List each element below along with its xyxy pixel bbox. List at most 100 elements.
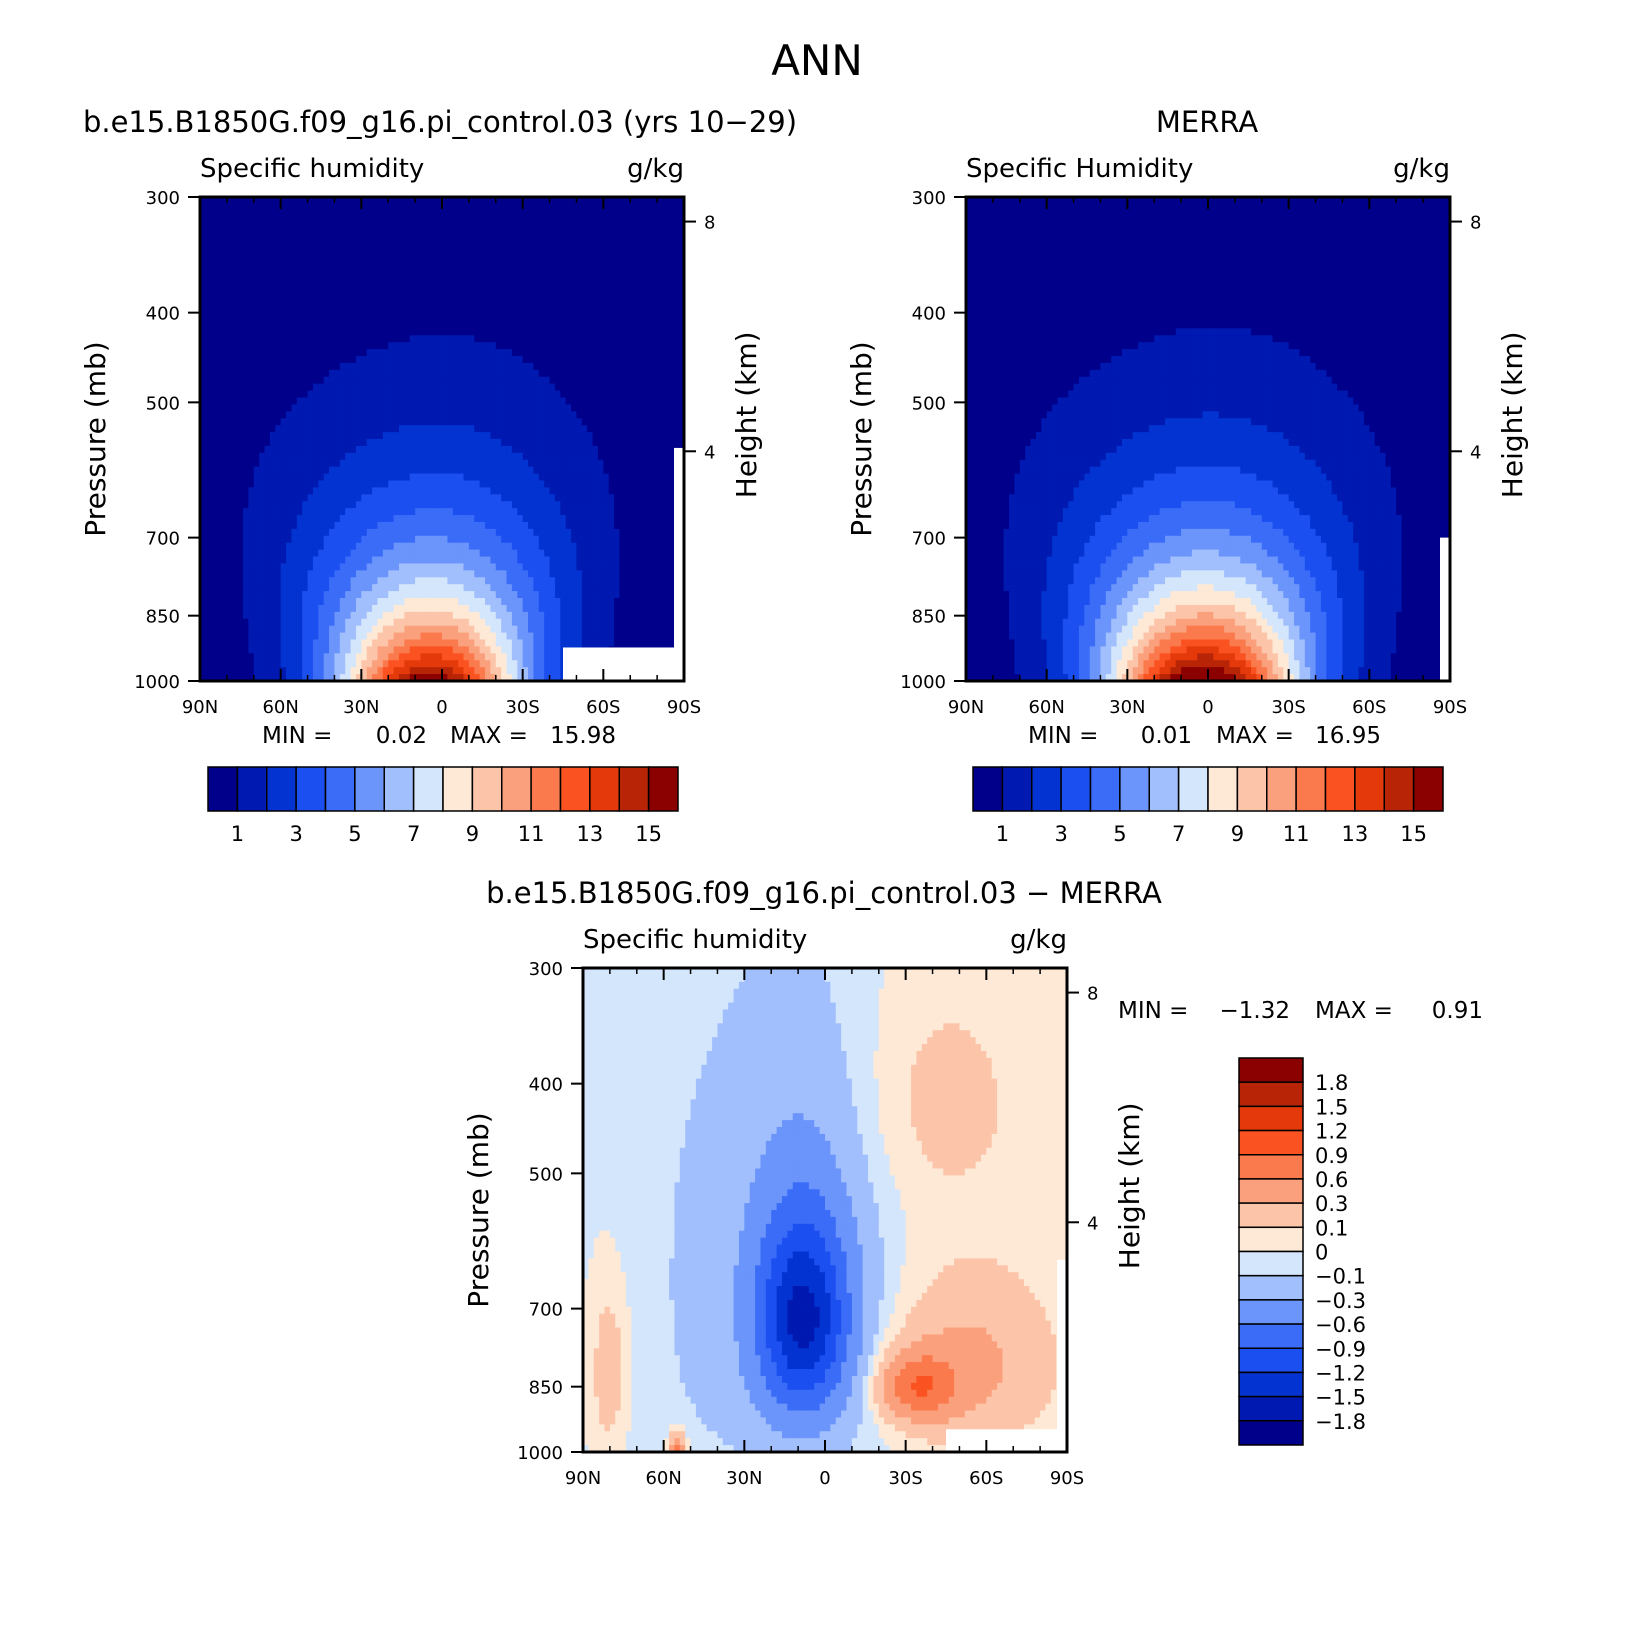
contour-cell bbox=[549, 279, 556, 288]
contour-cell bbox=[361, 480, 368, 488]
contour-cell bbox=[560, 197, 567, 205]
contour-cell bbox=[323, 445, 330, 454]
contour-cell bbox=[409, 480, 416, 488]
contour-cell bbox=[431, 535, 438, 544]
contour-cell bbox=[565, 231, 572, 240]
contour-cell bbox=[458, 252, 465, 260]
contour-cell bbox=[210, 445, 217, 454]
contour-cell bbox=[259, 224, 266, 233]
contour-cell bbox=[640, 466, 647, 475]
contour-cell bbox=[662, 349, 669, 357]
contour-cell bbox=[318, 300, 325, 309]
contour-cell bbox=[528, 425, 535, 433]
contour-cell bbox=[350, 549, 357, 558]
contour-cell bbox=[318, 356, 325, 364]
contour-cell bbox=[442, 321, 448, 329]
contour-cell bbox=[458, 549, 465, 558]
contour-cell bbox=[420, 342, 427, 350]
contour-cell bbox=[474, 473, 481, 482]
contour-cell bbox=[554, 383, 561, 392]
contour-cell bbox=[522, 570, 529, 578]
contour-cell bbox=[544, 300, 551, 309]
contour-cell bbox=[501, 342, 508, 350]
contour-cell bbox=[436, 445, 443, 454]
contour-cell bbox=[323, 197, 330, 205]
contour-cell bbox=[565, 293, 572, 302]
contour-cell bbox=[517, 307, 524, 316]
contour-cell bbox=[624, 231, 631, 240]
contour-cell bbox=[442, 411, 448, 419]
contour-cell bbox=[404, 259, 411, 267]
contour-cell bbox=[409, 383, 416, 392]
contour-cell bbox=[549, 383, 556, 392]
contour-cell bbox=[592, 570, 599, 578]
contour-cell bbox=[334, 335, 341, 343]
contour-cell bbox=[522, 397, 529, 406]
contour-cell bbox=[452, 473, 459, 482]
contour-cell bbox=[339, 266, 346, 274]
contour-cell bbox=[264, 570, 271, 578]
contour-cell bbox=[232, 563, 239, 571]
contour-cell bbox=[673, 411, 680, 419]
contour-cell bbox=[372, 307, 379, 316]
contour-cell bbox=[404, 418, 411, 426]
contour-cell bbox=[614, 425, 621, 433]
contour-cell bbox=[361, 252, 368, 260]
contour-cell bbox=[635, 293, 642, 302]
contour-cell bbox=[587, 279, 594, 288]
contour-cell bbox=[603, 535, 610, 544]
contour-cell bbox=[436, 466, 443, 475]
contour-cell bbox=[393, 300, 400, 309]
contour-cell bbox=[474, 390, 481, 399]
contour-cell bbox=[264, 508, 271, 516]
contour-cell bbox=[587, 307, 594, 316]
contour-cell bbox=[549, 210, 556, 219]
contour-cell bbox=[581, 473, 588, 482]
contour-cell bbox=[259, 210, 266, 219]
contour-cell bbox=[673, 390, 680, 399]
contour-cell bbox=[603, 563, 610, 571]
contour-cell bbox=[442, 501, 448, 509]
contour-cell bbox=[522, 210, 529, 219]
contour-cell bbox=[522, 542, 529, 551]
contour-cell bbox=[603, 203, 610, 212]
contour-cell bbox=[657, 383, 664, 392]
contour-cell bbox=[382, 383, 389, 392]
contour-cell bbox=[425, 279, 432, 288]
contour-cell bbox=[398, 217, 405, 226]
contour-cell bbox=[662, 335, 669, 343]
contour-cell bbox=[640, 487, 647, 495]
contour-cell bbox=[329, 238, 336, 246]
contour-cell bbox=[651, 549, 658, 558]
contour-cell bbox=[528, 349, 535, 357]
contour-cell bbox=[528, 335, 535, 343]
contour-cell bbox=[549, 266, 556, 274]
contour-cell bbox=[431, 245, 438, 253]
contour-cell bbox=[269, 390, 276, 399]
contour-cell bbox=[608, 293, 615, 302]
contour-cell bbox=[210, 210, 217, 219]
contour-cell bbox=[630, 397, 637, 406]
contour-cell bbox=[501, 549, 508, 558]
contour-cell bbox=[237, 487, 244, 495]
contour-cell bbox=[205, 418, 212, 426]
contour-cell bbox=[302, 542, 309, 551]
contour-cell bbox=[200, 203, 206, 212]
contour-cell bbox=[372, 293, 379, 302]
contour-cell bbox=[517, 245, 524, 253]
contour-cell bbox=[485, 342, 491, 350]
contour-cell bbox=[458, 217, 465, 226]
contour-cell bbox=[372, 439, 379, 447]
contour-cell bbox=[544, 480, 551, 488]
contour-cell bbox=[339, 259, 346, 267]
contour-cell bbox=[640, 459, 647, 468]
contour-cell bbox=[673, 369, 680, 378]
contour-cell bbox=[232, 266, 239, 274]
contour-cell bbox=[549, 293, 556, 302]
contour-cell bbox=[528, 376, 535, 385]
contour-cell bbox=[581, 521, 588, 530]
contour-cell bbox=[522, 279, 529, 288]
contour-cell bbox=[377, 203, 384, 212]
contour-cell bbox=[458, 383, 465, 392]
contour-cell bbox=[646, 563, 653, 571]
